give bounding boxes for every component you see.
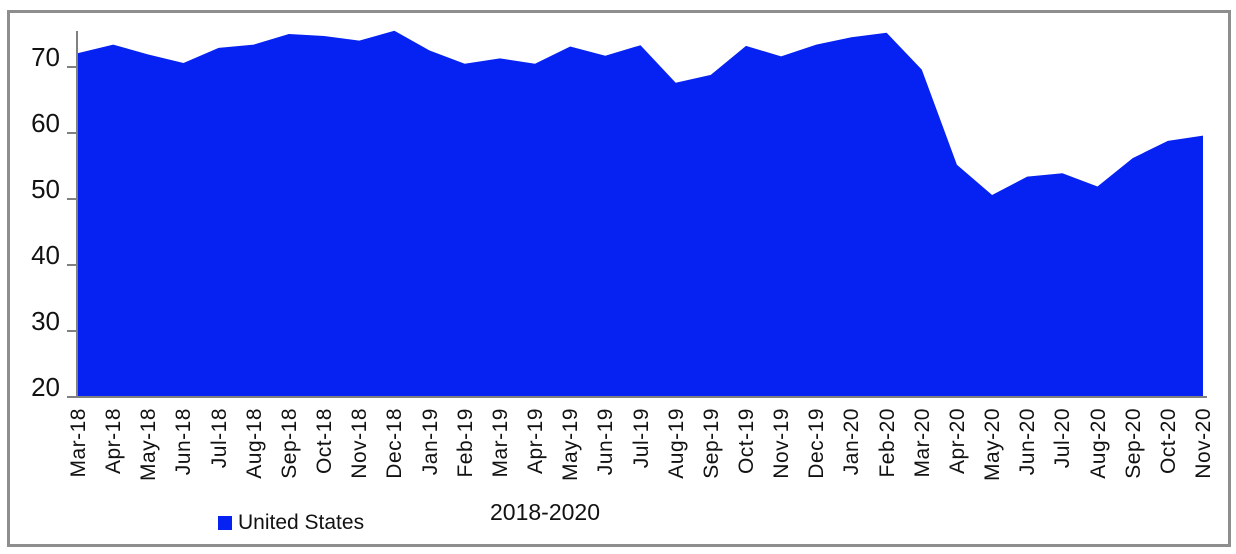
x-tick-label-text: Aug-19 <box>664 408 688 479</box>
x-tick-label-text: Jun-18 <box>172 408 196 476</box>
x-axis-title: 2018-2020 <box>490 499 600 525</box>
x-tick-label-text: Apr-20 <box>945 408 969 475</box>
x-tick-label: Mar-18 <box>67 408 90 483</box>
x-tick-label-text: Sep-18 <box>277 408 301 479</box>
x-tick-label-text: Jul-20 <box>1051 408 1075 469</box>
x-tick-label: Jun-20 <box>1016 408 1040 480</box>
x-tick-label: Aug-19 <box>664 408 688 484</box>
legend: United States <box>218 511 364 535</box>
x-tick-label: Sep-19 <box>699 408 723 484</box>
x-tick-label: May-19 <box>559 408 583 486</box>
x-tick-label: Jul-20 <box>1051 408 1075 473</box>
y-tick-label: 20 <box>31 372 60 402</box>
x-tick-label: Aug-18 <box>242 408 266 484</box>
x-tick-label: Sep-18 <box>277 408 301 484</box>
y-tick-label: 30 <box>31 306 60 336</box>
x-tick-label-text: Dec-19 <box>805 408 829 479</box>
x-tick-label-text: Jan-19 <box>418 408 442 476</box>
area-plot <box>67 30 1207 398</box>
x-tick-label-text: May-20 <box>981 408 1005 482</box>
x-tick-label-text: Jun-20 <box>1016 408 1040 476</box>
x-tick-label-text: May-19 <box>559 408 583 482</box>
x-tick-label: Dec-18 <box>383 408 407 484</box>
x-tick-label: Nov-20 <box>1192 408 1215 484</box>
x-tick-label-text: Apr-19 <box>524 408 548 475</box>
x-tick-label: Jun-19 <box>594 408 618 480</box>
legend-label: United States <box>238 511 365 534</box>
x-tick-label-text: Jul-19 <box>629 408 653 469</box>
x-tick-label-text: Feb-20 <box>875 408 899 478</box>
x-tick-label: Apr-19 <box>524 408 548 479</box>
area-series-united-states <box>78 30 1203 397</box>
x-tick-label: May-18 <box>137 408 161 486</box>
x-tick-label: Sep-20 <box>1121 408 1145 484</box>
x-tick-label-text: Nov-20 <box>1192 408 1215 479</box>
x-tick-label-text: Mar-20 <box>910 408 934 478</box>
y-tick-label: 40 <box>31 240 60 270</box>
x-tick-label-text: Sep-20 <box>1121 408 1145 479</box>
x-tick-label-text: Nov-19 <box>770 408 794 479</box>
x-tick-label-text: Sep-19 <box>699 408 723 479</box>
x-tick-label-text: Mar-19 <box>488 408 512 478</box>
x-tick-label: Jan-19 <box>418 408 442 480</box>
x-tick-label-text: Oct-19 <box>734 408 758 475</box>
x-tick-label: Feb-20 <box>875 408 899 483</box>
x-tick-label: Jul-18 <box>207 408 231 473</box>
x-tick-label-text: Nov-18 <box>348 408 372 479</box>
x-tick-label-text: Aug-18 <box>242 408 266 479</box>
x-tick-label-text: Oct-18 <box>313 408 337 475</box>
x-tick-label: Oct-19 <box>734 408 758 479</box>
x-tick-label-text: Aug-20 <box>1086 408 1110 479</box>
x-tick-label: Nov-18 <box>348 408 372 484</box>
y-tick-label: 70 <box>31 42 60 72</box>
legend-swatch-icon <box>218 516 232 530</box>
x-tick-label: Mar-19 <box>488 408 512 483</box>
x-tick-label: Jun-18 <box>172 408 196 480</box>
x-tick-label-text: May-18 <box>137 408 161 482</box>
x-tick-label: Feb-19 <box>453 408 477 483</box>
y-tick-label: 60 <box>31 108 60 138</box>
x-tick-label: Jul-19 <box>629 408 653 473</box>
x-tick-label-text: Apr-18 <box>102 408 126 475</box>
y-tick-label: 50 <box>31 174 60 204</box>
x-tick-label: Apr-20 <box>945 408 969 479</box>
chart-frame: 20 30 40 50 60 70 Mar-18 Apr-18 May-18 Jun-18 Jul… <box>7 10 1231 547</box>
x-tick-label: Aug-20 <box>1086 408 1110 484</box>
x-tick-label: Nov-19 <box>770 408 794 484</box>
x-tick-label-text: Jul-18 <box>207 408 231 469</box>
x-tick-label-text: Mar-18 <box>67 408 90 478</box>
x-tick-label-text: Jan-20 <box>840 408 864 476</box>
x-tick-label-text: Jun-19 <box>594 408 618 476</box>
x-tick-label: Oct-18 <box>313 408 337 479</box>
x-tick-label: Oct-20 <box>1156 408 1180 479</box>
x-tick-label-text: Feb-19 <box>453 408 477 478</box>
x-tick-label: Jan-20 <box>840 408 864 480</box>
x-tick-label: May-20 <box>981 408 1005 486</box>
x-tick-label: Apr-18 <box>102 408 126 479</box>
x-tick-label: Dec-19 <box>805 408 829 484</box>
x-tick-label: Mar-20 <box>910 408 934 483</box>
x-tick-label-text: Oct-20 <box>1156 408 1180 475</box>
x-tick-label-text: Dec-18 <box>383 408 407 479</box>
